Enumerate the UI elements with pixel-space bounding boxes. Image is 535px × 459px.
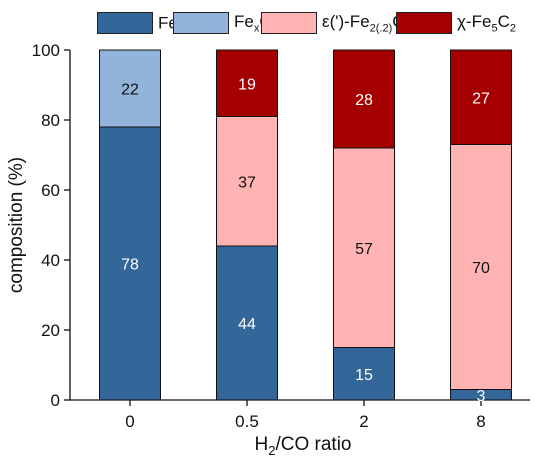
data-label: 57: [355, 241, 373, 258]
y-tick-label: 100: [32, 41, 60, 60]
x-axis-label: H2/CO ratio: [255, 434, 352, 458]
legend-item: ε(')-Fe2(.2)C: [261, 11, 405, 35]
x-tick-label: 8: [476, 412, 485, 431]
plot-area: 0 20 40 60 80 100 0 78 22 0.5 44 37 19 2 15 57 28 8 3 70 27: [32, 41, 530, 431]
legend-swatch: [261, 12, 317, 34]
bar-segment: [333, 147, 395, 348]
bar-segment: [216, 49, 278, 117]
y-tick-label: 40: [41, 251, 60, 270]
legend-item: χ-Fe5C2: [396, 11, 516, 35]
data-label: 22: [121, 82, 139, 99]
legend-swatch: [396, 12, 452, 34]
x-tick-label: 0: [125, 412, 134, 431]
bar-segment: [450, 144, 512, 390]
data-label: 78: [121, 257, 139, 274]
y-tick-label: 60: [41, 181, 60, 200]
data-label: 70: [472, 260, 490, 277]
data-label: 3: [477, 388, 486, 405]
legend-label: χ-Fe5C2: [457, 11, 516, 35]
bar-segment: [216, 116, 278, 247]
bar-segment: [99, 49, 161, 128]
y-tick-label: 0: [51, 391, 60, 410]
legend-item: Fe0: [97, 11, 184, 35]
data-label: 28: [355, 92, 373, 109]
legend-swatch: [97, 12, 153, 34]
y-tick-label: 20: [41, 321, 60, 340]
legend-swatch: [173, 12, 229, 34]
bar-segment: [216, 245, 278, 401]
data-label: 37: [238, 174, 256, 191]
data-label: 27: [472, 90, 490, 107]
data-label: 44: [238, 316, 256, 333]
chart-legend: Fe0FexCε(')-Fe2(.2)Cχ-Fe5C2: [0, 8, 535, 38]
data-label: 15: [355, 367, 373, 384]
bar-segment: [450, 49, 512, 145]
bar-segment: [333, 49, 395, 149]
y-axis-label: composition (%): [6, 157, 27, 293]
x-tick-label: 2: [359, 412, 368, 431]
x-tick-label: 0.5: [235, 412, 259, 431]
bar-segment: [99, 126, 161, 401]
data-label: 19: [238, 76, 256, 93]
bar-segment: [333, 347, 395, 401]
y-tick-label: 80: [41, 111, 60, 130]
